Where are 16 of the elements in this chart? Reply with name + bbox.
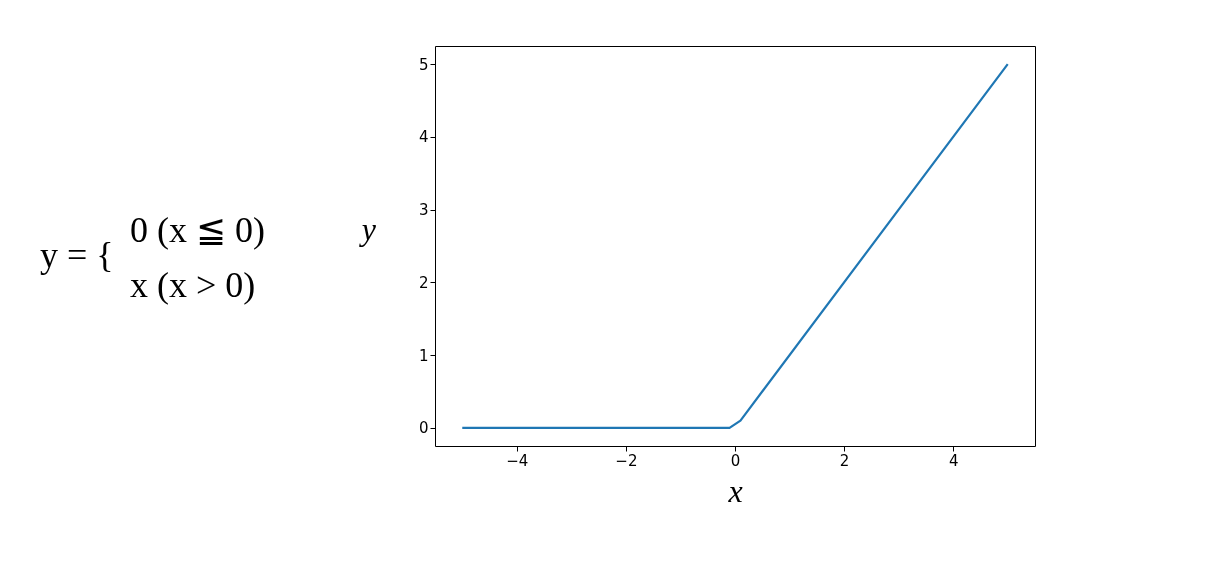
text: 0 (x ≦ 0)	[130, 210, 265, 250]
y-axis-title: y	[358, 210, 377, 247]
y-tick-label: 4	[418, 128, 429, 147]
text: x (x > 0)	[130, 265, 256, 305]
text: y = {	[40, 235, 114, 275]
x-axis-title: x	[727, 472, 743, 509]
x-tick-label: 0	[730, 451, 741, 470]
y-tick-label: 5	[418, 55, 429, 74]
x-tick-label: −4	[506, 451, 529, 470]
y-tick-label: 2	[418, 273, 429, 292]
y-tick-label: 1	[418, 346, 429, 365]
x-tick-label: 4	[948, 451, 959, 470]
y-tick-label: 0	[418, 419, 429, 438]
y-tick-label: 3	[418, 201, 429, 220]
x-tick-label: 2	[839, 451, 850, 470]
x-tick-label: −2	[615, 451, 638, 470]
